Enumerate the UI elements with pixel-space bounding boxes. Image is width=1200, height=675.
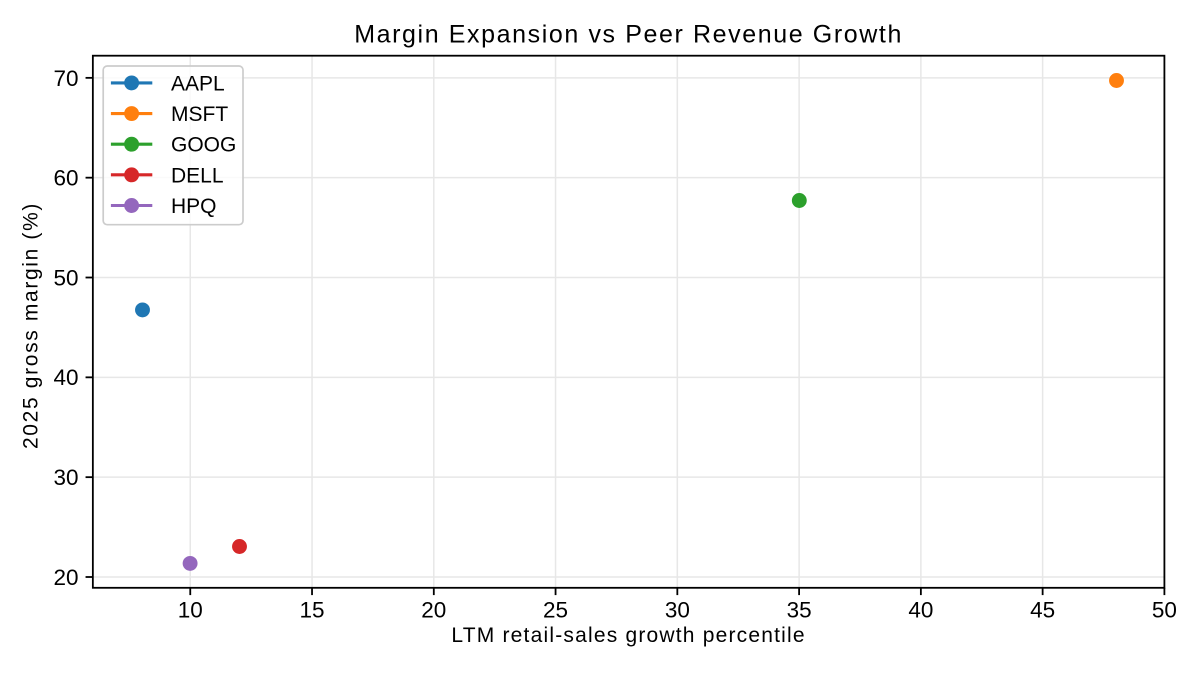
svg-text:45: 45 — [1030, 598, 1055, 623]
svg-text:AAPL: AAPL — [171, 72, 225, 95]
svg-text:25: 25 — [543, 598, 568, 623]
svg-text:35: 35 — [787, 598, 812, 623]
svg-text:LTM retail-sales growth percen: LTM retail-sales growth percentile — [451, 624, 805, 647]
svg-text:30: 30 — [53, 465, 78, 490]
svg-text:GOOG: GOOG — [171, 134, 236, 157]
svg-text:10: 10 — [178, 598, 203, 623]
svg-text:15: 15 — [300, 598, 325, 623]
svg-text:50: 50 — [1152, 598, 1177, 623]
svg-text:40: 40 — [53, 365, 78, 390]
svg-text:DELL: DELL — [171, 164, 224, 187]
svg-text:MSFT: MSFT — [171, 103, 228, 126]
svg-text:20: 20 — [421, 598, 446, 623]
svg-text:Margin Expansion vs Peer Reven: Margin Expansion vs Peer Revenue Growth — [354, 21, 903, 49]
svg-text:50: 50 — [53, 265, 78, 290]
svg-text:30: 30 — [665, 598, 690, 623]
svg-text:HPQ: HPQ — [171, 195, 217, 218]
svg-text:40: 40 — [908, 598, 933, 623]
svg-text:20: 20 — [53, 565, 78, 590]
svg-text:70: 70 — [53, 66, 78, 91]
svg-text:2025 gross margin (%): 2025 gross margin (%) — [20, 202, 43, 449]
svg-text:60: 60 — [53, 166, 78, 191]
